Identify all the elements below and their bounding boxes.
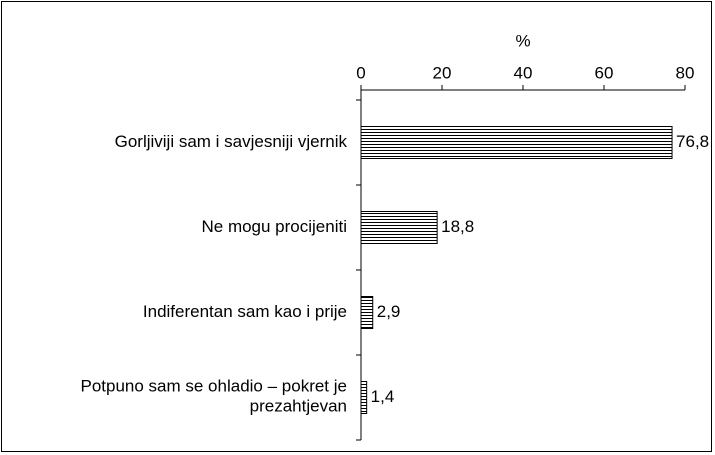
value-label: 18,8 — [441, 217, 474, 236]
x-tick-label: 80 — [676, 63, 695, 82]
x-tick-label: 40 — [514, 63, 533, 82]
bar — [360, 381, 368, 414]
category-label: Indiferentan sam kao i prije — [143, 302, 347, 321]
x-tick-label: 20 — [433, 63, 452, 82]
category-label: Potpuno sam se ohladio – pokret je prezah… — [80, 377, 347, 416]
category-label: Ne mogu procijeniti — [201, 217, 347, 236]
bar — [360, 126, 673, 159]
value-label: 1,4 — [371, 387, 395, 406]
bar — [360, 211, 438, 244]
x-tick-label: 60 — [595, 63, 614, 82]
bar — [360, 296, 374, 329]
x-axis-label: % — [515, 31, 530, 50]
category-label: Gorljiviji sam i savjesniji vjernik — [115, 132, 348, 151]
x-tick-label: 0 — [356, 63, 365, 82]
value-label: 2,9 — [377, 302, 401, 321]
value-label: 76,8 — [676, 132, 709, 151]
